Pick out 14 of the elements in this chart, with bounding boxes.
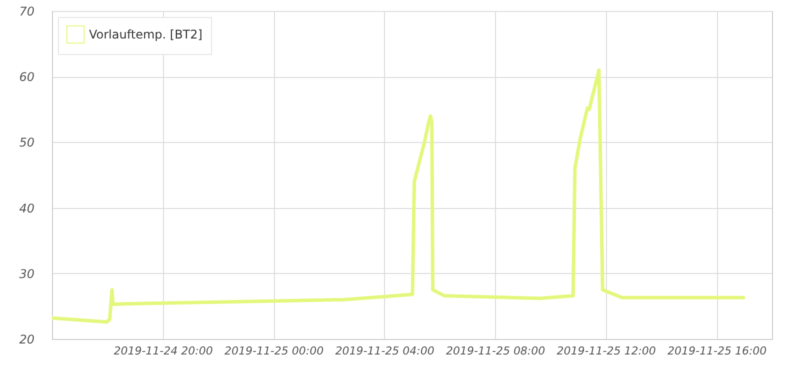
y-tick-label: 20 bbox=[19, 332, 35, 346]
line-series bbox=[52, 68, 746, 324]
y-tick-label: 70 bbox=[19, 4, 35, 18]
y-tick-label: 60 bbox=[19, 70, 35, 84]
x-tick-label: 2019-11-25 16:00 bbox=[668, 344, 767, 358]
x-tick-label: 2019-11-25 08:00 bbox=[446, 344, 546, 358]
y-tick-label: 40 bbox=[19, 201, 35, 216]
x-tick-label: 2019-11-25 12:00 bbox=[556, 344, 656, 358]
x-tick-label: 2019-11-25 04:00 bbox=[335, 344, 434, 358]
y-tick-label: 50 bbox=[19, 136, 35, 150]
x-tick-label: 2019-11-25 00:00 bbox=[224, 344, 324, 358]
x-tick-label: 2019-11-24 20:00 bbox=[114, 344, 213, 358]
legend-label: Vorlauftemp. [BT2] bbox=[89, 28, 202, 42]
y-tick-label: 30 bbox=[19, 266, 35, 281]
